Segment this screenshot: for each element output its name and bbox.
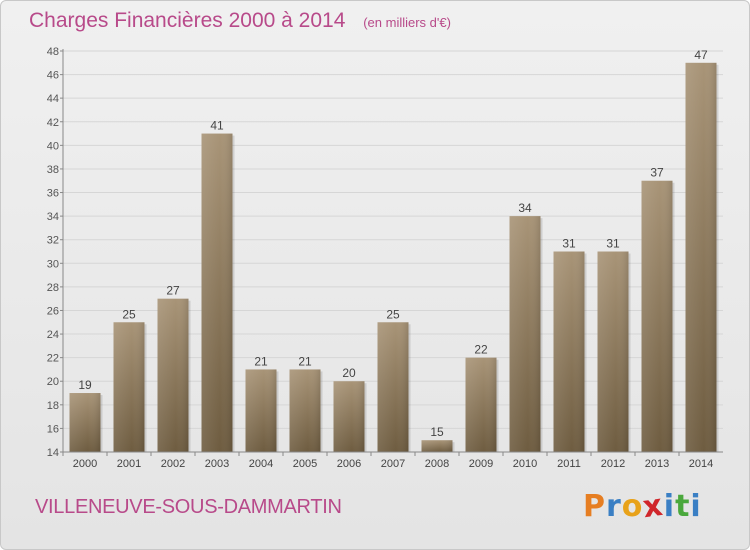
bar-shade	[157, 298, 189, 452]
x-tick-label: 2000	[73, 458, 97, 470]
bar-shade	[421, 440, 453, 452]
x-tick-label: 2004	[249, 458, 273, 470]
logo-letter: o	[621, 489, 644, 524]
bar-value-label: 19	[78, 378, 92, 392]
y-tick-label: 22	[47, 353, 59, 365]
x-tick-label: 2003	[205, 458, 229, 470]
x-tick-label: 2012	[601, 458, 625, 470]
y-tick-label: 40	[47, 140, 59, 152]
title-unit: (en milliers d'€)	[363, 15, 451, 30]
bar-value-label: 25	[122, 307, 136, 321]
x-tick-label: 2001	[117, 458, 141, 470]
axes: 14 16 18 20 22 24 26 28 30 32 34 36 38 40 42 44 46 48 2000…	[47, 46, 723, 470]
x-tick-label: 2002	[161, 458, 185, 470]
x-tick-label: 2007	[381, 458, 405, 470]
logo-letter: x	[641, 487, 667, 526]
bar-shade	[509, 216, 541, 452]
logo-letter: r	[606, 489, 622, 524]
x-tick-label: 2005	[293, 458, 317, 470]
logo-letter: P	[583, 489, 606, 524]
bar-value-label: 47	[694, 48, 708, 62]
bar-value-label: 27	[166, 284, 180, 298]
bar-value-label: 22	[474, 343, 488, 357]
x-tick-label: 2014	[689, 458, 713, 470]
x-tick-label: 2013	[645, 458, 669, 470]
y-tick-label: 24	[47, 329, 59, 341]
y-tick-label: 46	[47, 70, 59, 82]
y-tick-label: 32	[47, 235, 59, 247]
y-tick-label: 28	[47, 282, 59, 294]
bar-shade	[245, 369, 277, 452]
logo-letter: i	[663, 489, 676, 524]
bars: 19 25 27 41 21 21 20 25 15 22 34 31 31 37 47	[69, 48, 719, 452]
bar-shade	[333, 381, 365, 452]
y-tick-label: 48	[47, 46, 59, 58]
bar-shade	[201, 133, 233, 452]
bar-value-label: 21	[254, 354, 268, 368]
y-tick-label: 18	[47, 400, 59, 412]
commune-name: VILLENEUVE-SOUS-DAMMARTIN	[35, 496, 342, 518]
y-tick-label: 38	[47, 164, 59, 176]
x-tick-label: 2011	[557, 458, 581, 470]
y-tick-label: 20	[47, 376, 59, 388]
bar-shade	[685, 62, 717, 452]
bar-value-label: 37	[650, 166, 664, 180]
bar-shade	[553, 251, 585, 452]
bar-shade	[69, 393, 101, 452]
bar-shade	[641, 180, 673, 452]
bar-shade	[113, 322, 145, 452]
x-tick-label: 2009	[469, 458, 493, 470]
y-tick-label: 16	[47, 423, 59, 435]
bar-value-label: 21	[298, 354, 312, 368]
bar-value-label: 41	[210, 119, 224, 133]
x-tick-label: 2010	[513, 458, 537, 470]
y-tick-label: 26	[47, 305, 59, 317]
bar-value-label: 34	[518, 201, 532, 215]
y-tick-label: 42	[47, 117, 59, 129]
logo-letter: i	[690, 489, 702, 524]
bar-shade	[289, 369, 321, 452]
x-tick-label: 2008	[425, 458, 449, 470]
y-tick-label: 34	[47, 211, 59, 223]
y-tick-label: 44	[47, 93, 59, 105]
bar-value-label: 25	[386, 307, 400, 321]
title-text: Charges Financières 2000 à 2014	[29, 9, 346, 32]
bar-shade	[597, 251, 629, 452]
bar-value-label: 31	[606, 237, 620, 251]
y-tick-label: 36	[47, 188, 59, 200]
y-tick-label: 14	[47, 447, 59, 459]
proxiti-logo: Proxiti	[583, 487, 702, 526]
bar-shade	[465, 357, 497, 452]
y-tick-label: 30	[47, 258, 59, 270]
x-tick-label: 2006	[337, 458, 361, 470]
bar-shade	[377, 322, 409, 452]
logo-letter: t	[675, 489, 691, 524]
chart-title: Charges Financières 2000 à 2014 (en mill…	[29, 9, 451, 33]
bar-value-label: 20	[342, 366, 356, 380]
bar-value-label: 15	[430, 425, 444, 439]
bar-value-label: 31	[562, 237, 576, 251]
